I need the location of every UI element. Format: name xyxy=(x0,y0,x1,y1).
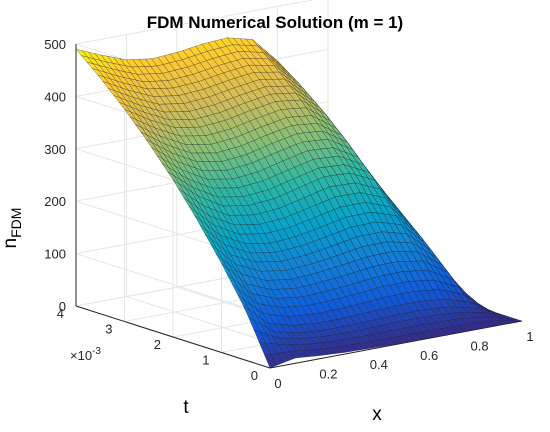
x-axis-label: x xyxy=(372,404,382,425)
z-tick-label: 300 xyxy=(44,142,66,157)
z-axis-label-subscript: FDM xyxy=(8,208,24,238)
t-tick-label: 3 xyxy=(105,322,112,337)
z-tick-label: 500 xyxy=(44,37,66,52)
t-tick-label: 0 xyxy=(251,368,258,383)
t-tick-label: 2 xyxy=(154,337,161,352)
z-axis-label: nFDM xyxy=(0,208,24,249)
surface-mesh xyxy=(75,37,523,369)
x-tick-label: 0.2 xyxy=(319,367,337,382)
chart-title: FDM Numerical Solution (m = 1) xyxy=(147,13,403,32)
t-axis-line xyxy=(75,305,271,369)
t-axis-multiplier-exponent: -3 xyxy=(92,346,101,357)
z-axis-label-main: n xyxy=(0,238,21,249)
x-tick-label: 1 xyxy=(526,329,533,344)
z-tick-label: 400 xyxy=(44,89,66,104)
t-axis-label: t xyxy=(183,397,189,418)
t-axis-multiplier: ×10-3 xyxy=(70,346,101,363)
x-tick-label: 0.4 xyxy=(370,357,388,372)
surface-patch xyxy=(510,319,523,323)
x-tick-label: 0 xyxy=(274,376,281,391)
x-tick-label: 0.6 xyxy=(420,348,438,363)
t-tick-label: 1 xyxy=(202,353,209,368)
grid-line-z-back xyxy=(75,0,315,45)
z-tick-label: 0 xyxy=(59,299,66,314)
x-tick-label: 0.8 xyxy=(471,338,489,353)
z-tick-label: 100 xyxy=(44,247,66,262)
z-tick-label: 200 xyxy=(44,194,66,209)
t-axis-multiplier-base: ×10 xyxy=(70,348,92,363)
t-tick-label: 4 xyxy=(57,306,64,321)
